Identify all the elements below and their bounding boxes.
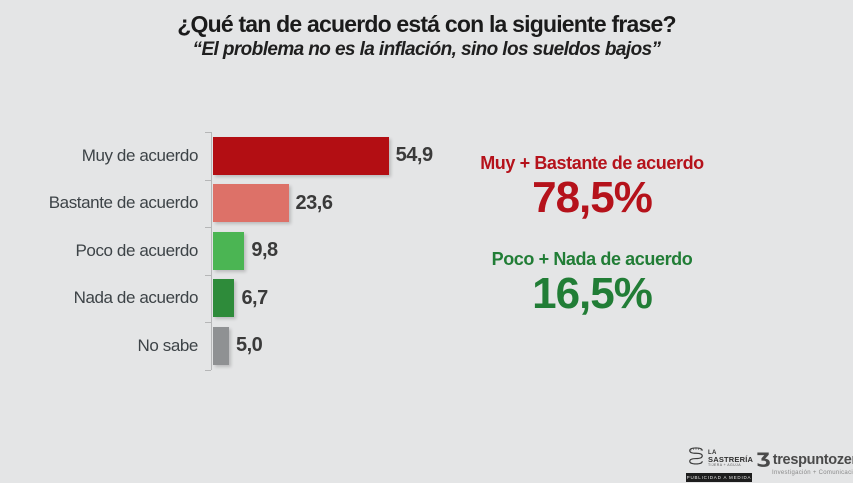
bar <box>213 279 235 318</box>
chart-row: No sabe 5,0 <box>40 322 460 370</box>
bar-chart: Muy de acuerdo 54,9 Bastante de acuerdo 23,… <box>40 132 460 371</box>
sastreria-banner: PUBLICIDAD A MEDIDA <box>686 473 752 482</box>
page-title: ¿Qué tan de acuerdo está con la siguient… <box>177 11 676 37</box>
bar-value-label: 9,8 <box>251 239 278 262</box>
category-label: Bastante de acuerdo <box>48 193 199 213</box>
bar <box>213 184 289 223</box>
summary-panel: Muy + Bastante de acuerdo 78,5% Poco + N… <box>460 152 724 318</box>
sastreria-logo: LA SASTRERÍA TIJERA + AGUJA PUBLICIDAD A… <box>686 446 754 482</box>
category-label: Nada de acuerdo <box>73 288 199 308</box>
trespuntozero-name: trespuntozero <box>772 452 853 468</box>
bar <box>213 136 389 175</box>
axis-tick <box>205 227 211 228</box>
bar <box>213 231 245 270</box>
trespuntozero-logo: Ʒ trespuntozero Investigación + Comunica… <box>756 449 853 477</box>
bar <box>213 326 229 365</box>
category-label: No sabe <box>137 335 198 355</box>
bar-chart-rows: Muy de acuerdo 54,9 Bastante de acuerdo 23,… <box>40 132 460 370</box>
chart-axis-line <box>211 132 212 370</box>
chart-row: Poco de acuerdo 9,8 <box>40 227 460 275</box>
trespuntozero-tagline: Investigación + Comunicación <box>772 470 853 476</box>
bar-value-label: 6,7 <box>241 286 268 309</box>
disagree-summary-label: Poco + Nada de acuerdo <box>491 249 693 269</box>
agree-summary-value: 78,5% <box>532 173 653 222</box>
measuring-tape-icon <box>686 446 706 471</box>
sastreria-name-line1: LA <box>708 449 717 456</box>
bar-value-label: 23,6 <box>295 191 333 214</box>
axis-tick <box>205 132 211 133</box>
category-label: Poco de acuerdo <box>75 240 198 260</box>
agree-summary-label: Muy + Bastante de acuerdo <box>480 153 704 173</box>
summary-spacer <box>460 222 724 248</box>
sastreria-tagline: TIJERA + AGUJA <box>708 463 741 467</box>
axis-tick <box>205 322 211 323</box>
bar-value-label: 54,9 <box>395 144 433 167</box>
sastreria-name-line2: SASTRERÍA <box>708 454 754 464</box>
trespuntozero-3-icon: Ʒ <box>756 449 771 471</box>
chart-row: Bastante de acuerdo 23,6 <box>40 180 460 228</box>
axis-tick <box>205 179 211 181</box>
chart-row: Nada de acuerdo 6,7 <box>40 275 460 323</box>
axis-tick <box>205 274 211 276</box>
disagree-summary-value: 16,5% <box>532 269 653 318</box>
axis-tick <box>205 369 211 371</box>
page-subtitle: “El problema no es la inflación, sino lo… <box>192 39 662 60</box>
chart-row: Muy de acuerdo 54,9 <box>40 132 460 180</box>
category-label: Muy de acuerdo <box>81 145 199 165</box>
bar-value-label: 5,0 <box>236 334 263 357</box>
